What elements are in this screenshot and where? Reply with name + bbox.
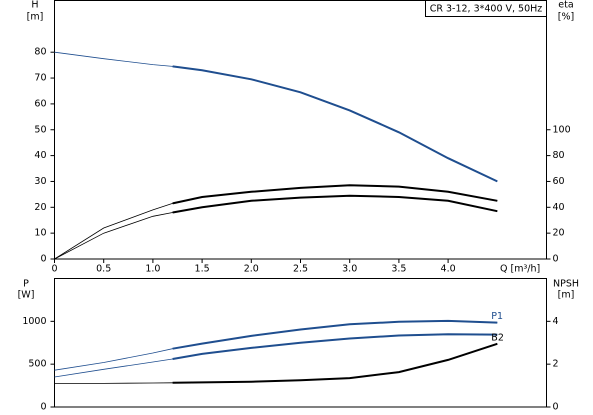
y-axis-unit: [m] [27, 12, 44, 23]
y2-tick-label: 100 [553, 124, 571, 135]
curve [54, 195, 498, 260]
y2-tick-label: 60 [553, 176, 565, 187]
x-tick-label: 4.0 [441, 264, 456, 275]
y2-axis-label: eta [558, 0, 573, 11]
x-tick-label: 1.0 [145, 264, 160, 275]
y-tick-label: 30 [34, 176, 46, 187]
y2-tick-label: 0 [553, 402, 559, 413]
curve-operating [172, 319, 498, 350]
x-tick-label: 3.5 [391, 264, 406, 275]
x-tick-label: 1.5 [195, 264, 210, 275]
x-tick-label: 2.0 [244, 264, 259, 275]
chart-title: CR 3-12, 3*400 V, 50Hz [430, 4, 543, 15]
curve [54, 184, 498, 260]
y2-tick-label: 40 [553, 202, 565, 213]
y-tick-label: 80 [34, 47, 46, 58]
curve-operating [172, 194, 498, 214]
curve [54, 333, 498, 378]
y2-axis-unit: [%] [558, 12, 574, 23]
title-box [425, 0, 547, 17]
curve-operating [172, 65, 498, 183]
y-axis-label: H [31, 0, 38, 11]
y2-tick-label: 0 [553, 254, 559, 265]
y-tick-label: 40 [34, 150, 46, 161]
y2-tick-label: 2 [553, 359, 559, 370]
y-tick-label: 50 [34, 124, 46, 135]
curve-label: B2 [491, 332, 504, 343]
y2-tick-label: 80 [553, 150, 565, 161]
curve-operating [172, 342, 498, 384]
x-tick-label: 0.5 [96, 264, 111, 275]
y-tick-label: 70 [34, 73, 46, 84]
x-axis-label: Q [m³/h] [500, 264, 540, 275]
y-axis-label: P [23, 279, 29, 290]
y-tick-label: 0 [40, 254, 46, 265]
plot-frame [54, 278, 547, 408]
x-tick-label: 3.0 [342, 264, 357, 275]
x-tick-label: 2.5 [293, 264, 308, 275]
y-axis-unit: [W] [18, 290, 35, 301]
curve-operating [172, 333, 498, 360]
curve [54, 51, 498, 182]
y2-tick-label: 20 [553, 228, 565, 239]
y2-tick-label: 4 [553, 316, 559, 327]
y2-axis-label: NPSH [553, 279, 579, 290]
y-tick-label: 0 [40, 402, 46, 413]
y-tick-label: 60 [34, 98, 46, 109]
curve-operating [172, 184, 498, 205]
y-tick-label: 10 [34, 228, 46, 239]
y-tick-label: 20 [34, 202, 46, 213]
curve-label: P1 [491, 311, 503, 322]
y2-axis-unit: [m] [558, 290, 575, 301]
x-tick-label: 0 [51, 264, 57, 275]
y-tick-label: 1000 [22, 316, 46, 327]
plot-frame [54, 0, 547, 260]
y-tick-label: 500 [28, 359, 46, 370]
